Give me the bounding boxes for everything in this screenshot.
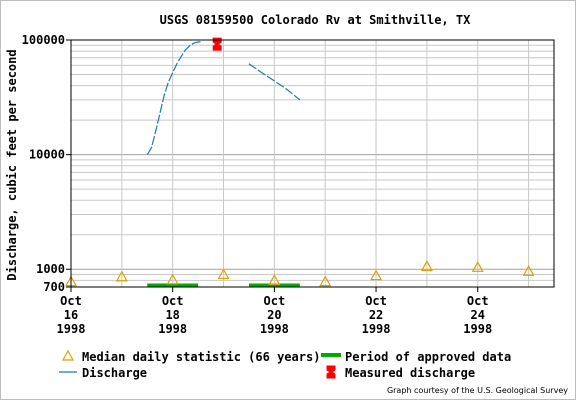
legend: Median daily statistic (66 years) Dischar… xyxy=(59,349,511,380)
x-tick-label: 1998 xyxy=(260,322,289,336)
approved-data-periods xyxy=(147,283,300,287)
approved-period-bar xyxy=(147,283,199,287)
x-tick-label: 1998 xyxy=(158,322,187,336)
median-marker xyxy=(319,275,332,287)
median-marker xyxy=(115,270,128,282)
x-axis-ticks: Oct161998Oct181998Oct201998Oct221998Oct2… xyxy=(57,287,492,336)
median-marker xyxy=(217,268,230,280)
x-tick-label: Oct xyxy=(264,294,286,308)
legend-median-symbol xyxy=(61,349,75,361)
x-tick-label: 16 xyxy=(64,308,78,322)
x-tick-label: Oct xyxy=(162,294,184,308)
median-marker xyxy=(268,274,281,285)
credit-text: Graph courtesy of the U.S. Geological Su… xyxy=(387,386,568,395)
discharge-line xyxy=(146,40,203,155)
measured-marker xyxy=(212,37,222,51)
x-tick-label: Oct xyxy=(60,294,82,308)
x-tick-label: 22 xyxy=(369,308,383,322)
grid-lines xyxy=(71,40,554,287)
y-tick-label: 1000 xyxy=(36,262,65,276)
median-marker xyxy=(522,265,535,276)
discharge-series xyxy=(146,40,301,155)
x-tick-label: Oct xyxy=(365,294,387,308)
legend-measured-label: Measured discharge xyxy=(345,366,475,380)
chart-title: USGS 08159500 Colorado Rv at Smithville,… xyxy=(160,13,471,27)
x-tick-label: Oct xyxy=(467,294,489,308)
plot-area xyxy=(70,39,555,288)
median-marker xyxy=(370,269,383,281)
legend-period-label: Period of approved data xyxy=(345,350,511,364)
y-axis-label: Discharge, cubic feet per second xyxy=(5,49,19,280)
legend-discharge-label: Discharge xyxy=(82,366,147,380)
y-axis-ticks: 100000 10000 1000 700 xyxy=(22,33,71,294)
median-marker xyxy=(166,273,179,285)
x-tick-label: 1998 xyxy=(57,322,86,336)
x-tick-label: 1998 xyxy=(362,322,391,336)
y-tick-label: 10000 xyxy=(29,148,65,162)
marker-series xyxy=(64,37,535,287)
legend-measured-symbol xyxy=(326,365,336,379)
x-tick-label: 18 xyxy=(165,308,179,322)
median-marker xyxy=(471,261,484,272)
y-tick-label: 100000 xyxy=(22,33,65,47)
discharge-line xyxy=(248,63,301,101)
y-tick-label: 700 xyxy=(43,280,65,294)
legend-median-label: Median daily statistic (66 years) xyxy=(82,350,320,364)
legend-period-symbol xyxy=(321,353,341,357)
x-tick-label: 1998 xyxy=(463,322,492,336)
x-tick-label: 24 xyxy=(471,308,485,322)
x-tick-label: 20 xyxy=(267,308,281,322)
approved-period-bar xyxy=(248,283,300,287)
median-marker xyxy=(420,260,433,271)
